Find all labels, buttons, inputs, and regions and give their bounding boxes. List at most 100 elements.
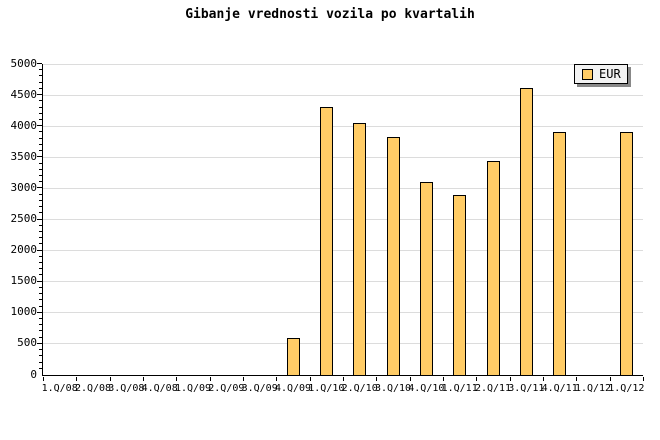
x-axis-tick (476, 377, 477, 381)
bar-4-q-09 (286, 337, 300, 375)
x-axis-label: 1.Q/11 (441, 383, 478, 394)
y-axis-label: 500 (17, 336, 37, 350)
y-axis-tick (39, 274, 42, 276)
bar-3-q-10 (386, 137, 400, 375)
y-axis-tick (37, 342, 42, 344)
y-axis-tick (39, 305, 42, 307)
x-axis-tick (176, 377, 177, 381)
x-axis-label: 1.Q/09 (174, 383, 212, 394)
x-axis-label: 2.Q/11 (474, 383, 512, 394)
y-axis-label: 5000 (10, 56, 38, 70)
x-axis-label: 4.Q/10 (408, 383, 445, 394)
gridline (43, 312, 643, 314)
legend-swatch-icon (582, 68, 593, 80)
y-axis-label: 3000 (10, 180, 38, 194)
y-axis-tick (39, 361, 42, 363)
y-axis-tick (39, 181, 42, 183)
y-axis-tick (39, 355, 42, 357)
x-axis-tick (43, 377, 44, 381)
x-axis-tick (310, 377, 311, 381)
y-axis-tick (39, 230, 42, 232)
bar-2-q-11 (486, 161, 500, 375)
x-axis-tick (610, 377, 611, 381)
y-axis-tick (37, 156, 42, 158)
y-axis-tick (39, 268, 42, 270)
gridline (43, 187, 643, 189)
gridline (43, 94, 643, 96)
x-axis-label: 3.Q/09 (241, 383, 278, 394)
y-axis-tick (39, 336, 42, 338)
y-axis-label: 4500 (10, 87, 38, 101)
x-axis-label: 1.Q/12 (574, 383, 612, 394)
x-axis-tick (276, 377, 277, 381)
y-axis-tick (39, 367, 42, 369)
y-axis-tick (39, 174, 42, 176)
y-axis-tick (39, 100, 42, 102)
y-axis-tick (39, 293, 42, 295)
x-axis-tick (443, 377, 444, 381)
gridline (43, 219, 643, 220)
gridline (43, 250, 643, 252)
y-axis-tick (39, 162, 42, 164)
y-axis-label: 2500 (10, 212, 38, 225)
y-axis-tick (39, 112, 42, 114)
x-axis-label: 2.Q/08 (74, 383, 112, 394)
x-axis-tick (543, 377, 544, 381)
y-axis-label: 1500 (10, 274, 38, 288)
y-axis-tick (39, 243, 42, 245)
bar-4-q-10 (419, 182, 433, 375)
y-axis-tick (39, 81, 42, 83)
x-axis-tick (510, 377, 511, 381)
y-axis-tick (39, 150, 42, 152)
bar-2-q-10 (353, 123, 367, 375)
y-axis-tick (39, 255, 42, 257)
y-axis-tick (37, 125, 42, 127)
x-axis-tick (376, 377, 377, 381)
gridline (43, 343, 643, 345)
y-axis-tick (39, 324, 42, 326)
y-axis-tick (39, 224, 42, 226)
bar-1-q-11 (453, 194, 467, 375)
x-axis-tick (410, 377, 411, 381)
x-axis-label: 1.Q/10 (308, 383, 345, 394)
bar-3-q-11 (519, 87, 533, 375)
y-axis-tick (39, 168, 42, 170)
bar-1-q-10 (319, 106, 333, 375)
y-axis-tick (37, 63, 42, 64)
x-axis-tick (143, 377, 144, 381)
x-axis-label: 3.Q/10 (374, 383, 412, 394)
x-axis-tick (343, 377, 344, 381)
y-axis-tick (37, 187, 42, 189)
x-axis-label: 4.Q/09 (274, 383, 312, 394)
x-axis-tick (110, 377, 111, 381)
y-axis-label: 4000 (10, 118, 38, 132)
y-axis-tick (39, 330, 42, 332)
y-axis-label: 0 (30, 367, 37, 381)
y-axis-tick (39, 131, 42, 133)
y-axis-label: 2000 (10, 243, 38, 257)
bar-4-q-11 (553, 132, 567, 375)
y-axis-tick (39, 262, 42, 264)
y-axis-tick (39, 143, 42, 145)
y-axis-tick (39, 349, 42, 351)
x-axis-label: 3.Q/11 (508, 383, 545, 394)
y-axis-tick (39, 237, 42, 239)
y-axis-tick (37, 280, 42, 282)
y-axis-tick (39, 137, 42, 139)
y-axis-tick (39, 69, 42, 71)
x-axis-label: 3.Q/08 (108, 383, 145, 394)
x-axis-tick (76, 377, 77, 381)
y-axis-tick (39, 206, 42, 208)
x-axis-label: 2.Q/09 (208, 383, 245, 394)
legend: EUR (574, 64, 628, 84)
y-axis-tick (37, 311, 42, 313)
y-axis-tick (37, 94, 42, 96)
y-axis-tick (39, 75, 42, 77)
y-axis-tick (39, 212, 42, 214)
y-axis-tick (39, 106, 42, 108)
x-axis-label: 2.Q/10 (341, 383, 378, 394)
y-axis-tick (37, 218, 42, 220)
x-axis-label: 4.Q/08 (141, 383, 178, 394)
y-axis-label: 3500 (10, 149, 38, 163)
